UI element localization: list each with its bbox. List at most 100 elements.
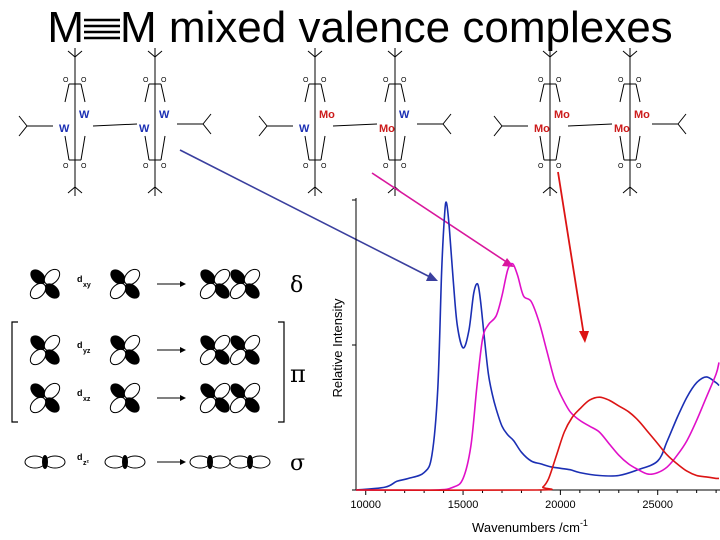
- metal-atom-label: W: [59, 123, 70, 135]
- d-orbital-icon: [26, 379, 64, 417]
- d-orbital-icon: [26, 265, 64, 303]
- title-metal-right: M: [119, 3, 157, 52]
- metal-atom-label: Mo: [634, 109, 650, 121]
- oxygen-atom-label: O: [538, 163, 544, 170]
- metal-atom-label: W: [159, 109, 170, 121]
- orbital-label-subscript: xy: [83, 282, 91, 289]
- pi-bracket-left: [11, 321, 18, 423]
- y-axis-label: Relative Intensity: [330, 298, 345, 397]
- oxygen-atom-label: O: [383, 77, 389, 84]
- metal-atom-label: Mo: [534, 123, 550, 135]
- oxygen-atom-label: O: [618, 77, 624, 84]
- x-tick-label: 10000: [350, 499, 381, 511]
- orbital-label: d: [77, 452, 83, 462]
- d-orbital-icon: [106, 331, 144, 369]
- oxygen-atom-label: O: [161, 163, 167, 170]
- arrow-head-icon: [180, 395, 186, 401]
- quadruple-bond-icon: [83, 15, 120, 45]
- orbital-label-subscript: z²: [83, 460, 90, 467]
- chart-series: [355, 201, 720, 492]
- d-orbital-icon: [26, 331, 64, 369]
- oxygen-atom-label: O: [161, 77, 167, 84]
- metal-atom-label: Mo: [614, 123, 630, 135]
- oxygen-atom-label: O: [143, 77, 149, 84]
- symmetry-label: σ: [290, 451, 305, 476]
- oxygen-atom-label: O: [303, 163, 309, 170]
- orbital-row-3: dxz: [26, 379, 264, 417]
- paddlewheel-b: Mo Mo O O O O: [614, 47, 650, 197]
- bonding-orbital-icon: [226, 265, 264, 303]
- x-tick-label: 25000: [642, 499, 673, 511]
- metal-atom-label: W: [299, 123, 310, 135]
- oxygen-atom-label: O: [63, 77, 69, 84]
- oxygen-atom-label: O: [143, 163, 149, 170]
- oxygen-atom-label: O: [556, 77, 562, 84]
- oxygen-atom-label: O: [401, 163, 407, 170]
- title-metal-left: M: [47, 3, 84, 52]
- oxygen-atom-label: O: [81, 77, 87, 84]
- metal-atom-label: W: [79, 109, 90, 121]
- paddlewheel-a: Mo Mo O O O O: [534, 47, 570, 197]
- dz2-ring-icon: [122, 455, 128, 469]
- series-line-3: [355, 396, 720, 492]
- paddlewheel-a: WW O O O O: [59, 47, 90, 197]
- orbital-label: d: [77, 340, 83, 350]
- complex-3: Mo Mo O O O O Mo Mo O O O O: [493, 47, 687, 197]
- oxygen-atom-label: O: [556, 163, 562, 170]
- oxygen-atom-label: O: [618, 163, 624, 170]
- oxygen-atom-label: O: [636, 163, 642, 170]
- x-axis-label: Wavenumbers /cm-1: [472, 518, 588, 535]
- x-tick-label: 20000: [545, 499, 576, 511]
- bonding-orbital-icon: [226, 331, 264, 369]
- oxygen-atom-label: O: [538, 77, 544, 84]
- pi-symmetry-label: π: [290, 360, 306, 388]
- bonding-orbital-icon: [196, 379, 234, 417]
- oxygen-atom-label: O: [81, 163, 87, 170]
- metal-atom-label: Mo: [319, 109, 335, 121]
- series-line-2: [355, 262, 720, 492]
- bonding-orbital-icon: [196, 331, 234, 369]
- dz2-ring-icon: [42, 455, 48, 469]
- orbital-label-subscript: yz: [83, 348, 91, 355]
- bonding-orbital-icon: [196, 265, 234, 303]
- oxygen-atom-label: O: [303, 77, 309, 84]
- bonding-orbital-icon: [226, 379, 264, 417]
- pi-bracket-right: [278, 321, 285, 423]
- x-ticks: 10000 15000 20000 25000: [350, 199, 717, 511]
- metal-atom-label: Mo: [379, 123, 395, 135]
- orbital-row-4: dz² σ: [24, 451, 305, 476]
- spectrum-chart: 10000 15000 20000 25000 Relative Intensity …: [330, 198, 720, 535]
- arrow-head-icon: [180, 281, 186, 287]
- oxygen-atom-label: O: [321, 163, 327, 170]
- x-tick-label: 15000: [448, 499, 479, 511]
- oxygen-atom-label: O: [383, 163, 389, 170]
- d-orbital-icon: [106, 379, 144, 417]
- oxygen-atom-label: O: [636, 77, 642, 84]
- metal-atom-label: W: [139, 123, 150, 135]
- title-rest: mixed valence complexes: [168, 3, 673, 52]
- metal-atom-label: Mo: [554, 109, 570, 121]
- symmetry-label: δ: [290, 273, 303, 298]
- orbital-row-2: dyz: [26, 331, 264, 369]
- arrow-head-icon: [180, 459, 186, 465]
- paddlewheel-b: WW O O O O: [139, 47, 170, 197]
- oxygen-atom-label: O: [321, 77, 327, 84]
- orbital-label: d: [77, 274, 83, 284]
- d-orbital-icon: [106, 265, 144, 303]
- orbital-label: d: [77, 388, 83, 398]
- oxygen-atom-label: O: [63, 163, 69, 170]
- orbital-label-subscript: xz: [83, 396, 91, 403]
- complex-2: Mo W O O O O W Mo O O O O: [258, 47, 452, 197]
- arrow-head-icon: [180, 347, 186, 353]
- assignment-arrows: [179, 149, 589, 343]
- paddlewheel-a: Mo W O O O O: [299, 47, 335, 197]
- oxygen-atom-label: O: [401, 77, 407, 84]
- paddlewheel-b: W Mo O O O O: [379, 47, 410, 197]
- orbital-row-1: dxy δ: [26, 265, 303, 303]
- series-line-1: [355, 201, 720, 491]
